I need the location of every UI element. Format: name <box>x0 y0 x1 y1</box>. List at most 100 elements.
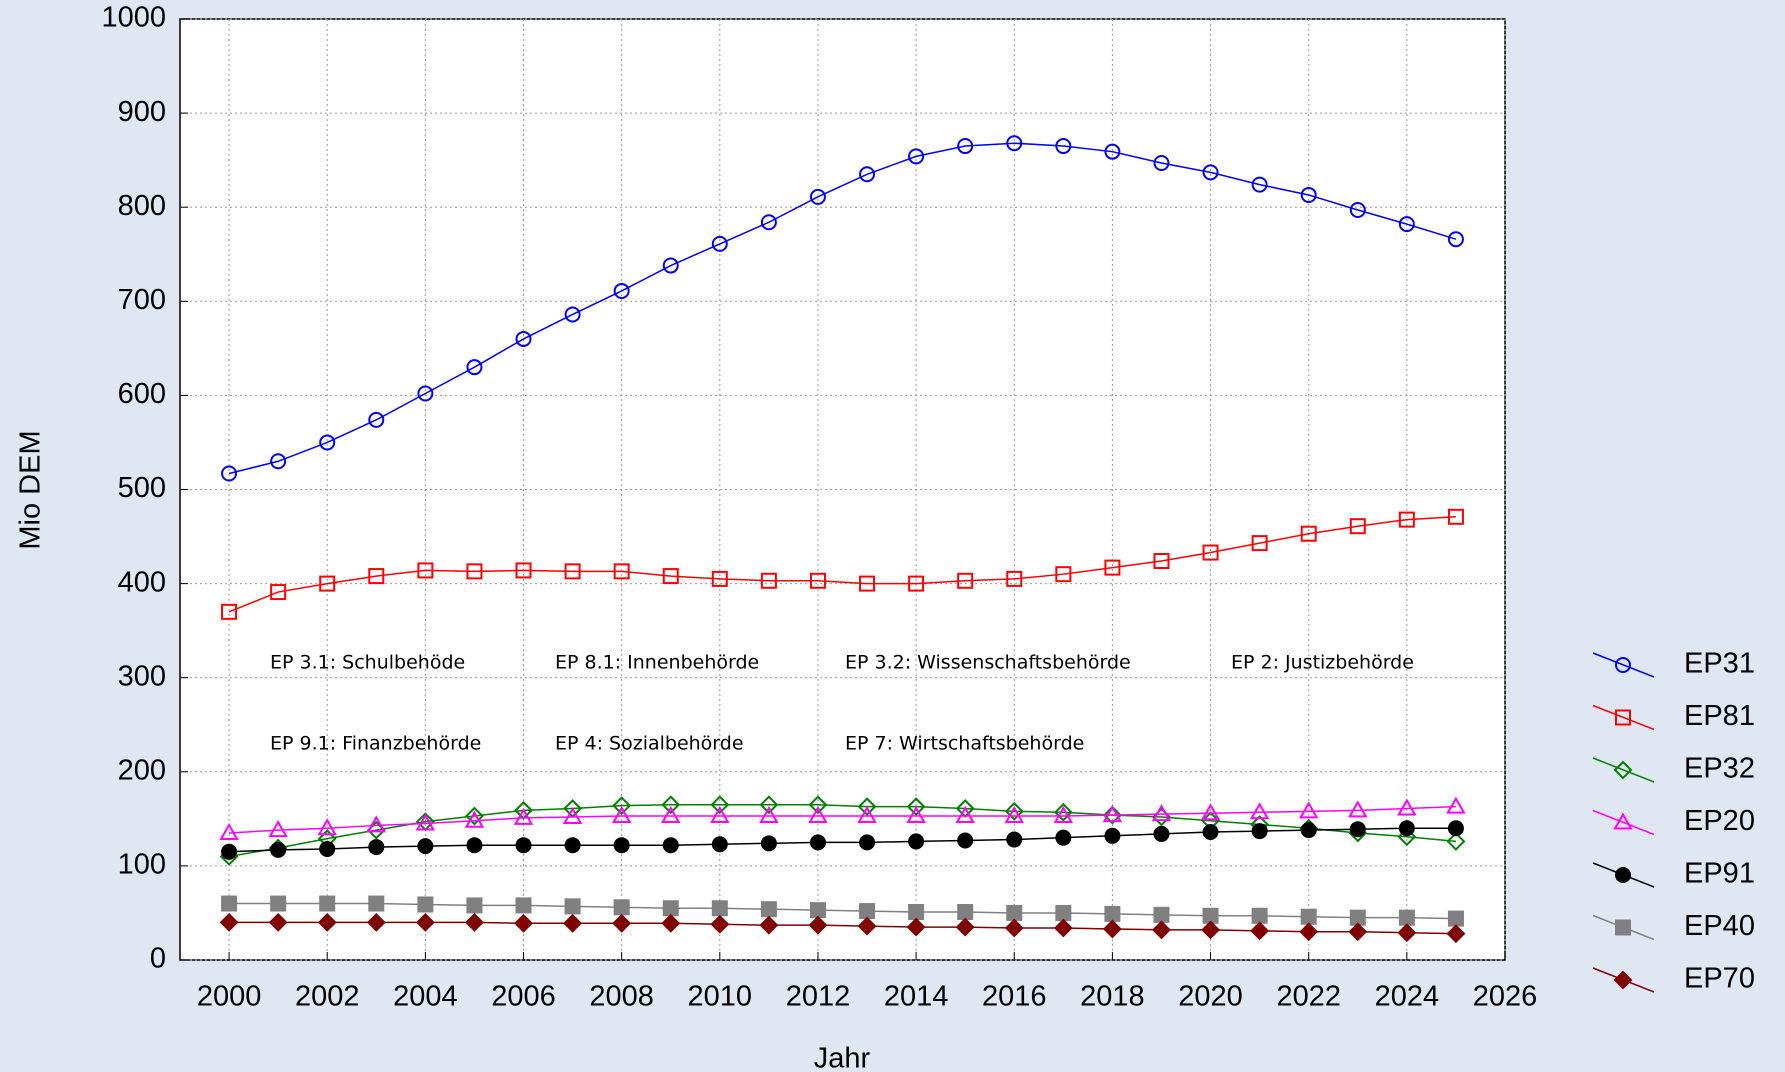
marker <box>859 575 876 592</box>
marker <box>368 895 385 912</box>
marker <box>1300 822 1317 839</box>
marker <box>908 148 925 165</box>
marker <box>906 806 926 824</box>
marker <box>662 257 679 274</box>
marker <box>857 797 877 817</box>
y-tick-label: 300 <box>118 660 166 692</box>
y-tick-label: 100 <box>118 849 166 881</box>
marker <box>415 912 435 932</box>
y-tick-label: 400 <box>118 566 166 598</box>
marker <box>760 835 777 852</box>
marker <box>1006 570 1023 587</box>
marker <box>465 912 484 932</box>
y-tick-label: 0 <box>150 943 166 975</box>
annotation: EP 8.1: Innenbehörde <box>555 652 759 674</box>
marker <box>1153 553 1170 570</box>
y-tick-label: 600 <box>118 378 166 410</box>
marker <box>1613 812 1633 830</box>
marker <box>317 912 337 932</box>
x-tick-label: 2018 <box>1080 981 1145 1013</box>
marker <box>808 806 828 824</box>
marker <box>760 214 777 231</box>
marker <box>857 806 877 824</box>
marker <box>1348 800 1368 818</box>
marker <box>1104 143 1121 160</box>
annotation: EP 3.1: Schulbehöde <box>270 652 465 674</box>
marker <box>1104 827 1121 844</box>
marker <box>613 563 630 580</box>
marker <box>1102 919 1122 939</box>
marker <box>955 917 975 937</box>
marker <box>1397 923 1417 943</box>
marker <box>1446 924 1466 944</box>
marker <box>1251 176 1268 193</box>
marker <box>662 837 679 854</box>
marker <box>221 465 238 482</box>
marker <box>368 839 385 856</box>
marker <box>955 806 975 824</box>
marker <box>1349 518 1366 535</box>
marker <box>1004 806 1024 824</box>
marker <box>1613 760 1633 780</box>
x-tick-label: 2004 <box>393 981 458 1013</box>
marker <box>759 795 779 815</box>
annotation: EP 4: Sozialbehörde <box>555 733 744 755</box>
marker <box>1250 921 1270 941</box>
marker <box>466 359 483 376</box>
marker <box>808 915 828 935</box>
marker <box>1200 803 1221 821</box>
marker <box>1055 829 1072 846</box>
marker <box>1299 922 1319 942</box>
marker <box>1055 566 1072 583</box>
x-tick-label: 2020 <box>1178 981 1243 1013</box>
legend-label: EP81 <box>1684 700 1755 732</box>
marker <box>1152 920 1171 940</box>
marker <box>1104 905 1121 922</box>
annotation: EP 9.1: Finanzbehörde <box>270 733 481 755</box>
marker <box>270 841 287 858</box>
marker <box>857 916 877 936</box>
marker <box>710 806 730 824</box>
y-tick-label: 200 <box>118 754 166 786</box>
x-tick-label: 2026 <box>1473 981 1538 1013</box>
marker <box>613 899 630 916</box>
annotation: EP 7: Wirtschaftsbehörde <box>845 733 1084 755</box>
marker <box>1348 922 1368 942</box>
legend-label: EP91 <box>1684 858 1755 890</box>
marker <box>270 584 287 601</box>
marker <box>662 900 679 917</box>
marker <box>221 843 238 860</box>
marker <box>417 838 434 855</box>
marker <box>268 820 288 838</box>
marker <box>368 411 385 428</box>
marker <box>465 806 484 826</box>
marker <box>515 837 532 854</box>
marker <box>1055 904 1072 921</box>
marker <box>908 904 925 921</box>
legend-label: EP31 <box>1684 648 1755 680</box>
marker <box>859 834 876 851</box>
marker <box>219 822 239 840</box>
marker <box>1201 920 1220 940</box>
y-tick-label: 700 <box>118 284 166 316</box>
marker <box>1004 801 1024 821</box>
marker <box>1398 511 1415 528</box>
series-line <box>228 516 1456 613</box>
marker <box>564 563 581 580</box>
marker <box>319 434 336 451</box>
marker <box>1202 164 1219 181</box>
marker <box>808 795 828 815</box>
series-line <box>229 805 1456 834</box>
marker <box>613 837 630 854</box>
marker <box>908 575 925 592</box>
marker <box>1202 824 1219 841</box>
marker <box>611 806 632 824</box>
marker <box>415 813 436 831</box>
marker <box>515 330 532 347</box>
marker <box>1349 202 1366 219</box>
marker <box>908 833 925 850</box>
marker <box>514 913 533 933</box>
marker <box>661 806 681 824</box>
marker <box>710 795 730 815</box>
